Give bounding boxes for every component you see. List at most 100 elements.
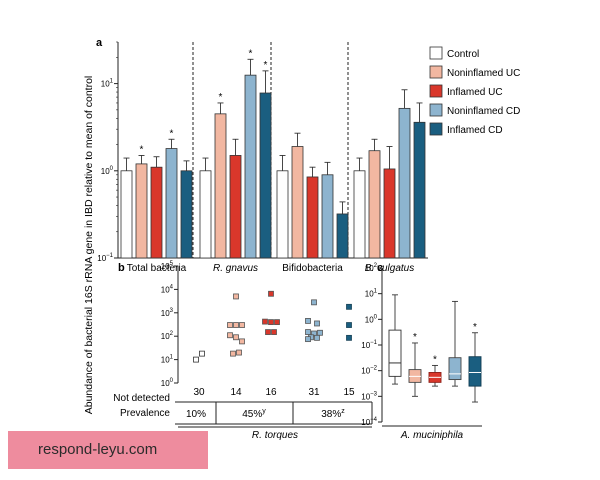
- bar: [398, 107, 411, 259]
- data-point: [233, 293, 239, 300]
- y-tick-label: 100: [161, 378, 174, 388]
- category-label: R. gnavus: [213, 263, 258, 274]
- category-label: Bifidobacteria: [282, 263, 343, 274]
- panel-b: 100 101 102 103 104 105 30 14 16 31 15 Not detected…: [113, 261, 373, 441]
- prevalence-label: Prevalence: [120, 408, 170, 419]
- y-tick-label: 10−4: [361, 417, 377, 427]
- data-point: [305, 318, 311, 324]
- y-tick-label: 100: [365, 314, 378, 324]
- data-point: [311, 299, 317, 306]
- bar: [229, 155, 242, 259]
- data-point: [193, 356, 199, 363]
- bar: [276, 170, 289, 259]
- y-tick-label: 100: [101, 166, 114, 176]
- not-detected-count: 30: [193, 387, 205, 398]
- category-label: Total bacteria: [127, 263, 187, 274]
- bar: [353, 170, 366, 259]
- y-tick-label: 101: [161, 355, 174, 365]
- data-point: [274, 319, 280, 326]
- legend: Control Noninflamed UC Inflamed UC Noninfla…: [429, 46, 520, 136]
- significance-mark: *: [140, 144, 144, 155]
- y-tick-label: 10−3: [361, 391, 377, 401]
- y-tick-label: 104: [161, 284, 174, 294]
- data-point: [305, 336, 311, 343]
- bar: [180, 170, 193, 259]
- box: [448, 357, 462, 381]
- data-point: [346, 334, 352, 341]
- not-detected-count: 31: [308, 387, 320, 398]
- x-axis-title: R. torques: [252, 430, 298, 441]
- legend-label: Control: [447, 49, 479, 60]
- panel-c: 10−4 10−3 10−2 10−1 100 101 102 * * * A. muciniphi…: [361, 263, 482, 441]
- significance-mark: *: [413, 332, 417, 343]
- y-tick-label: 102: [161, 331, 174, 341]
- data-point: [227, 322, 233, 328]
- data-point: [227, 332, 233, 339]
- not-detected-count: 16: [265, 387, 277, 398]
- bar: [336, 213, 349, 259]
- bar: [135, 163, 148, 259]
- significance-mark: *: [473, 322, 477, 333]
- panel-a-letter: a: [96, 37, 103, 49]
- bar: [199, 170, 212, 259]
- not-detected-count: 15: [343, 387, 355, 398]
- bar: [368, 150, 381, 259]
- box: [388, 329, 402, 377]
- prevalence-value: 45%y: [242, 408, 266, 420]
- data-point: [265, 329, 271, 335]
- data-point: [314, 320, 320, 327]
- bar: [259, 92, 272, 259]
- legend-swatch: [429, 103, 443, 117]
- significance-mark: *: [433, 354, 437, 365]
- y-tick-label: 101: [365, 289, 378, 299]
- panel-b-letter: b: [118, 262, 125, 274]
- data-point: [311, 330, 317, 337]
- legend-swatch: [429, 84, 443, 98]
- bar: [165, 148, 178, 259]
- watermark-banner: respond-leyu.com: [8, 431, 208, 469]
- legend-label: Noninflamed UC: [447, 68, 520, 79]
- data-point: [268, 290, 274, 297]
- legend-swatch: [429, 65, 443, 79]
- not-detected-label: Not detected: [113, 393, 170, 404]
- bar: [306, 176, 319, 259]
- data-point: [233, 322, 239, 328]
- data-point: [230, 350, 236, 357]
- data-point: [199, 350, 205, 357]
- data-point: [239, 322, 245, 328]
- data-point: [317, 329, 323, 336]
- data-point: [239, 338, 245, 345]
- prevalence-value: 10%: [186, 409, 206, 420]
- data-point: [233, 334, 239, 341]
- data-point: [262, 318, 268, 325]
- legend-label: Inflamed UC: [447, 87, 503, 98]
- data-point: [236, 349, 242, 356]
- data-point: [314, 334, 320, 341]
- bar: [413, 121, 426, 259]
- legend-label: Noninflamed CD: [447, 106, 520, 117]
- legend-label: Inflamed CD: [447, 125, 503, 136]
- data-point: [271, 329, 277, 335]
- bar: [244, 74, 257, 259]
- prevalence-value: 38%z: [321, 408, 345, 420]
- data-point: [305, 329, 311, 335]
- legend-swatch: [429, 46, 443, 60]
- bar: [120, 170, 133, 259]
- box: [468, 356, 482, 387]
- panel-a: 10−1 100 101 Total bacteria R. gnavus Bifidob…: [97, 41, 428, 274]
- bar: [150, 166, 163, 259]
- data-point: [346, 303, 352, 310]
- bar: [321, 174, 334, 259]
- y-tick-label: 10−2: [361, 366, 377, 376]
- bar: [291, 146, 304, 259]
- significance-mark: *: [170, 128, 174, 139]
- not-detected-count: 14: [230, 387, 242, 398]
- legend-swatch: [429, 122, 443, 136]
- y-tick-label: 101: [101, 79, 114, 89]
- significance-mark: *: [264, 60, 268, 71]
- bar: [214, 113, 227, 259]
- y-tick-label: 102: [365, 263, 378, 273]
- significance-mark: *: [219, 92, 223, 103]
- y-tick-label: 105: [161, 261, 174, 271]
